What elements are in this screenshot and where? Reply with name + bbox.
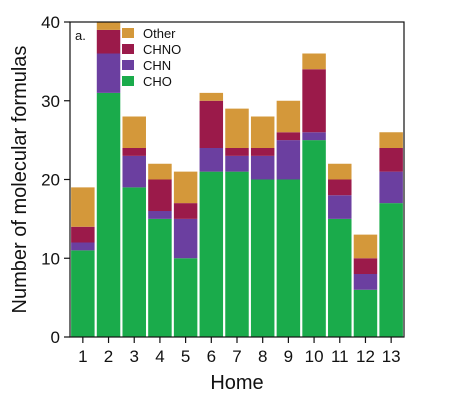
bar-segment-chno-home-9	[276, 132, 301, 141]
x-axis-title: Home	[210, 372, 263, 393]
bar-segment-cho-home-6	[199, 171, 224, 337]
bar-segment-chn-home-7	[225, 155, 249, 172]
bar-segment-other-home-12	[353, 234, 378, 259]
bar-segment-chn-home-3	[122, 155, 146, 188]
bar-segment-cho-home-12	[353, 289, 378, 337]
x-tick-label: 8	[258, 347, 267, 366]
bar-segment-other-home-6	[199, 92, 224, 101]
x-tick-label: 9	[284, 347, 293, 366]
bar-segment-cho-home-10	[302, 140, 326, 337]
bar-segment-other-home-8	[250, 116, 275, 148]
legend-swatch-chn	[122, 60, 134, 70]
bar-segment-chn-home-9	[276, 140, 301, 180]
legend-label-chno: CHNO	[143, 42, 181, 57]
y-tick-label: 0	[51, 328, 60, 347]
bars-layer	[71, 22, 403, 337]
bar-segment-other-home-3	[122, 116, 146, 148]
legend-label-chn: CHN	[143, 58, 171, 73]
bar-segment-cho-home-11	[328, 218, 352, 337]
bar-segment-cho-home-7	[225, 171, 249, 337]
x-tick-label: 3	[129, 347, 138, 366]
legend-swatch-chno	[122, 44, 134, 54]
bar-segment-chno-home-10	[302, 69, 326, 133]
bar-segment-chno-home-7	[225, 148, 249, 156]
bar-segment-chn-home-1	[71, 242, 95, 251]
bar-segment-chno-home-12	[353, 258, 378, 274]
bar-segment-other-home-5	[173, 171, 198, 204]
bar-segment-other-home-11	[328, 163, 352, 180]
bar-segment-other-home-7	[225, 108, 249, 148]
bar-segment-chn-home-8	[250, 155, 275, 180]
bar-segment-chno-home-6	[199, 100, 224, 148]
legend-label-cho: CHO	[143, 74, 172, 89]
legend-label-other: Other	[143, 26, 176, 41]
x-tick-label: 13	[382, 347, 401, 366]
bar-segment-chn-home-6	[199, 148, 224, 172]
bar-segment-cho-home-2	[96, 92, 121, 337]
bar-segment-chn-home-2	[96, 53, 121, 93]
bar-segment-chno-home-8	[250, 148, 275, 156]
x-tick-label: 12	[356, 347, 375, 366]
bar-segment-chno-home-13	[379, 148, 403, 172]
x-tick-label: 7	[232, 347, 241, 366]
legend-swatch-other	[122, 28, 134, 38]
bar-segment-chno-home-11	[328, 179, 352, 196]
bar-segment-cho-home-13	[379, 203, 403, 337]
x-tick-label: 1	[78, 347, 87, 366]
bar-segment-cho-home-4	[148, 218, 172, 337]
bar-segment-chno-home-2	[96, 29, 121, 54]
bar-segment-chn-home-4	[148, 211, 172, 219]
bar-segment-chno-home-1	[71, 226, 95, 243]
x-tick-label: 6	[207, 347, 216, 366]
panel-label: a.	[75, 28, 86, 43]
bar-segment-cho-home-1	[71, 250, 95, 337]
y-axis: 0 10 20 30 40	[41, 13, 70, 347]
bar-segment-chno-home-5	[173, 203, 198, 219]
bar-segment-other-home-4	[148, 163, 172, 180]
x-tick-label: 5	[181, 347, 190, 366]
bar-segment-chn-home-12	[353, 274, 378, 290]
x-tick-label: 11	[331, 347, 349, 366]
x-axis: 1 2 3 4 5 6 7 8 9 10 11 12 13	[78, 337, 401, 366]
bar-segment-chn-home-13	[379, 171, 403, 204]
bar-segment-cho-home-3	[122, 187, 146, 337]
bar-segment-cho-home-5	[173, 258, 198, 337]
x-tick-label: 4	[155, 347, 164, 366]
bar-segment-chn-home-5	[173, 218, 198, 259]
y-tick-label: 40	[41, 13, 60, 32]
bar-segment-other-home-9	[276, 100, 301, 133]
bar-segment-chn-home-11	[328, 195, 352, 219]
y-tick-label: 30	[41, 92, 60, 111]
bar-segment-other-home-2	[96, 22, 121, 30]
bar-segment-chno-home-3	[122, 148, 146, 156]
x-tick-label: 10	[305, 347, 324, 366]
bar-segment-other-home-13	[379, 132, 403, 148]
bar-segment-cho-home-9	[276, 179, 301, 337]
legend-swatch-cho	[122, 76, 134, 86]
y-tick-label: 20	[41, 171, 60, 190]
bar-segment-other-home-1	[71, 187, 95, 227]
y-axis-title: Number of molecular formulas	[9, 46, 31, 314]
x-tick-label: 2	[104, 347, 113, 366]
bar-segment-chno-home-4	[148, 179, 172, 211]
bar-segment-chn-home-10	[302, 132, 326, 141]
y-tick-label: 10	[41, 249, 60, 268]
bar-segment-other-home-10	[302, 53, 326, 70]
bar-segment-cho-home-8	[250, 179, 275, 337]
